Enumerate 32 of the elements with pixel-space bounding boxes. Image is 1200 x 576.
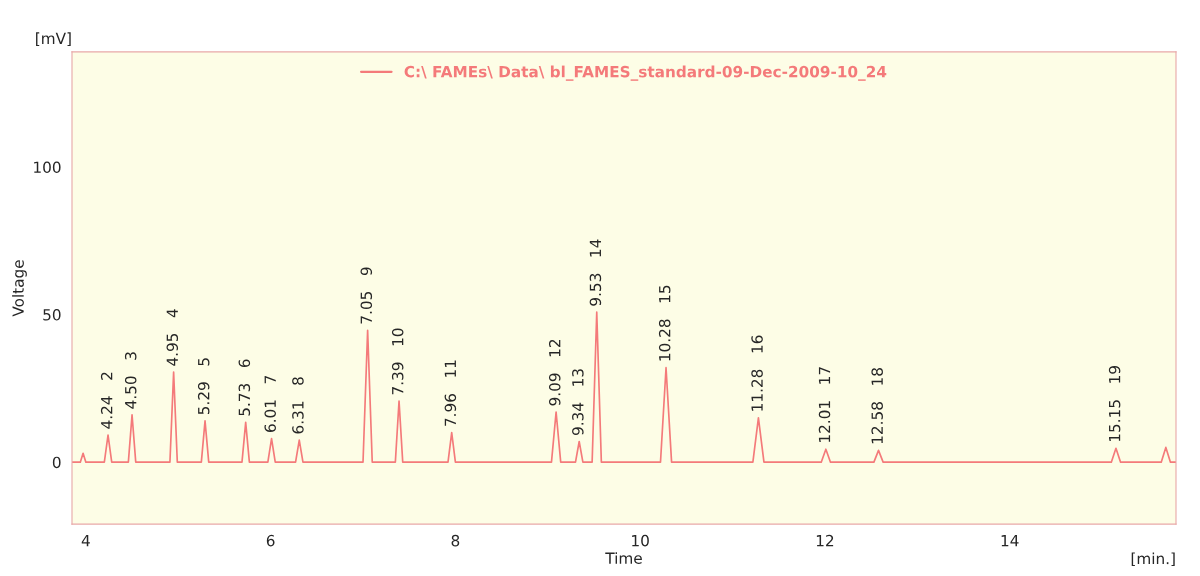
legend-label: C:\ FAMEs\ Data\ bl_FAMES_standard-09-Dec-2009-10_24	[404, 65, 887, 81]
annotation: 5.73 6	[238, 359, 251, 416]
x-tick-label: 8	[451, 534, 460, 547]
annotation: 6.01 7	[264, 376, 276, 432]
annotation: 4.95 4	[166, 309, 179, 366]
text: [mV]	[36, 32, 71, 46]
annotation: 9.09 12	[548, 339, 561, 406]
annotation: 4.24 2	[100, 372, 113, 429]
annotation: 4.50 3	[124, 352, 137, 409]
x-tick-label: 12	[816, 534, 834, 547]
y-tick-label: 0	[52, 456, 61, 469]
annotation: 9.34 13	[572, 369, 584, 435]
annotation: 6.31 8	[292, 377, 304, 434]
x-tick-label: 14	[1001, 535, 1019, 547]
text: [min.]	[1131, 552, 1175, 567]
annotation: 15.15 19	[1108, 366, 1121, 442]
annotation: 7.05 9	[360, 267, 373, 324]
annotation: 7.39 10	[391, 328, 404, 395]
y-tick-label: 100	[34, 161, 61, 173]
annotation: 11.28 16	[751, 335, 763, 411]
annotation: 5.29 5	[197, 358, 210, 415]
y-tick-label: 50	[43, 309, 61, 321]
annotation: 9.53 14	[589, 239, 602, 306]
annotation: 12.58 18	[871, 368, 883, 444]
x-tick-label: 4	[81, 535, 90, 547]
annotation: 7.96 11	[444, 360, 457, 426]
x-tick-label: 6	[266, 534, 275, 547]
y-axis-title: Voltage	[12, 260, 27, 317]
x-axis-title: Time	[605, 552, 642, 564]
annotation: 10.28 15	[658, 285, 671, 361]
annotation: 12.01 17	[818, 367, 831, 442]
x-tick-label: 10	[632, 534, 649, 547]
